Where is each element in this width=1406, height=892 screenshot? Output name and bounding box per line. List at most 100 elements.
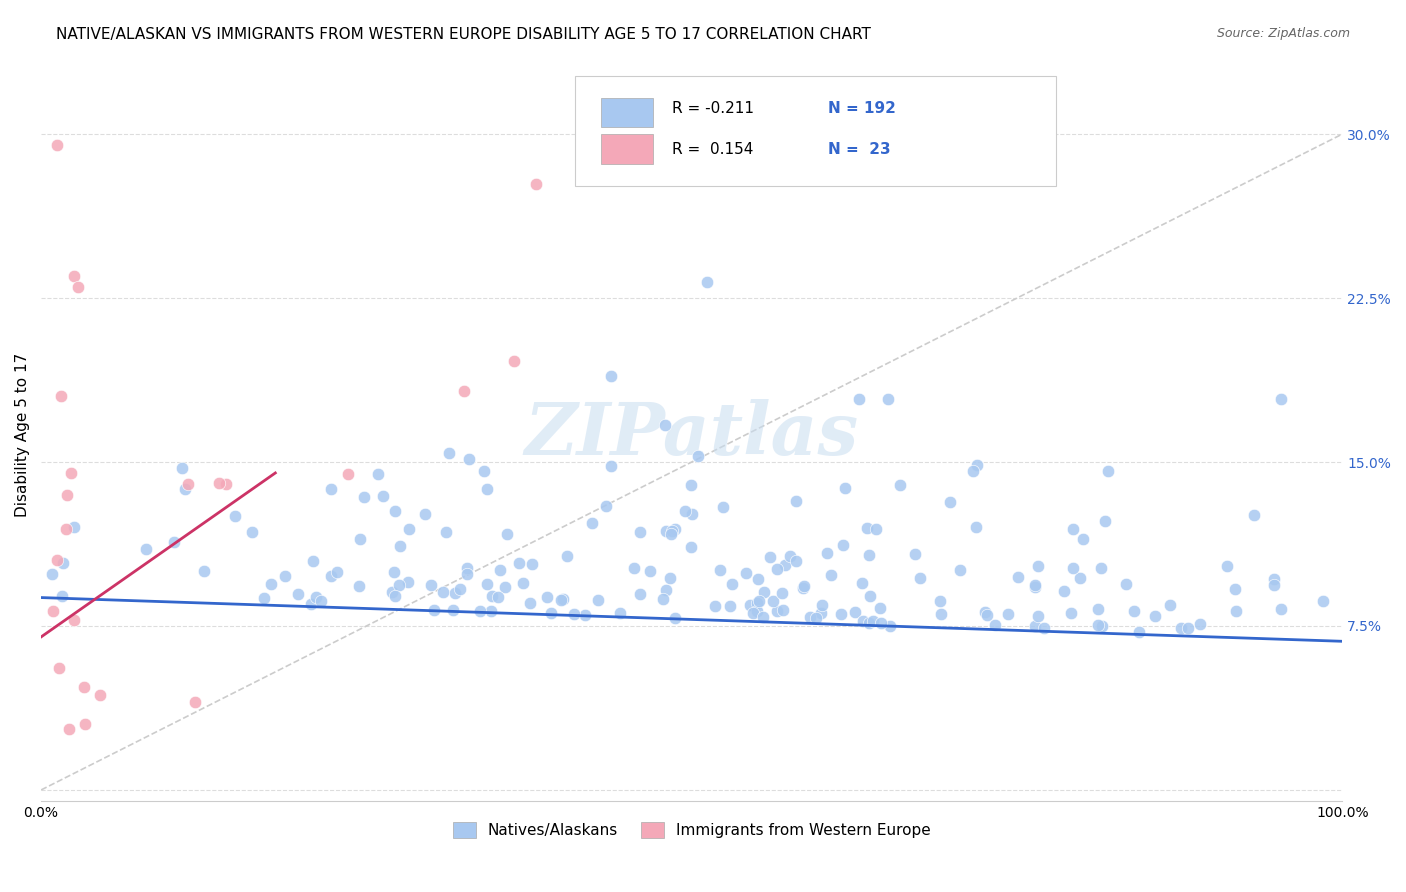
Point [336,467,359,481]
Point [652,592,675,607]
Point [600,458,623,473]
Text: Source: ZipAtlas.com: Source: ZipAtlas.com [1216,27,1350,40]
Point [856,521,879,535]
Point [208,476,231,491]
Point [481,589,503,603]
Point [815,546,838,560]
Point [413,507,436,521]
Point [718,599,741,614]
Point [628,587,651,601]
Point [1090,619,1112,633]
Point [373,489,395,503]
Point [681,507,703,521]
Point [441,603,464,617]
Point [770,586,793,600]
Point [832,538,855,552]
Point [51,589,73,603]
Point [654,417,676,432]
Point [1033,621,1056,635]
Point [1026,558,1049,573]
Point [519,596,541,610]
Point [889,477,911,491]
Point [453,384,475,399]
Point [456,560,478,574]
Point [848,392,870,406]
Point [811,599,834,613]
Point [287,587,309,601]
Point [89,689,111,703]
Point [1159,599,1181,613]
Point [384,504,406,518]
Point [183,695,205,709]
Point [260,577,283,591]
Point [349,532,371,546]
Point [1024,580,1046,594]
Point [696,275,718,289]
Point [779,549,801,563]
Point [353,490,375,504]
Point [574,608,596,623]
Point [1090,561,1112,575]
Point [745,604,768,618]
Point [58,722,80,736]
Point [367,467,389,481]
Point [1060,606,1083,620]
Point [562,607,585,622]
Point [966,458,988,472]
Point [962,464,984,478]
Point [503,354,526,368]
Point [792,581,814,595]
Point [793,579,815,593]
Point [274,569,297,583]
Point [661,527,683,541]
Point [766,604,789,618]
Point [434,524,457,539]
Point [56,488,79,502]
Point [681,478,703,492]
Point [869,601,891,615]
Point [762,594,785,608]
Point [759,549,782,564]
Point [609,607,631,621]
Point [1069,571,1091,585]
Point [858,589,880,603]
Text: N = 192: N = 192 [828,102,896,116]
Point [1062,561,1084,575]
Point [63,519,86,533]
Point [834,481,856,495]
Point [741,607,763,621]
Point [820,567,842,582]
Point [659,571,682,585]
Y-axis label: Disability Age 5 to 17: Disability Age 5 to 17 [15,352,30,516]
Point [437,446,460,460]
Point [49,389,72,403]
Point [41,604,63,618]
Point [321,482,343,496]
Point [512,575,534,590]
Text: R = -0.211: R = -0.211 [672,102,754,116]
Point [711,500,734,515]
Point [1143,608,1166,623]
Point [703,599,725,613]
Point [48,661,70,675]
Point [1094,514,1116,528]
Point [1270,392,1292,406]
Point [73,717,96,731]
Point [661,524,683,538]
FancyBboxPatch shape [600,135,652,164]
Point [555,549,578,563]
Point [240,524,263,539]
Point [844,605,866,619]
Point [326,565,349,579]
Point [785,554,807,568]
Point [904,547,927,561]
Point [851,575,873,590]
Point [475,482,498,496]
Point [536,591,558,605]
Text: R =  0.154: R = 0.154 [672,142,754,157]
Point [72,680,94,694]
Point [600,369,623,384]
Point [170,461,193,475]
Point [1128,625,1150,640]
Point [214,477,236,491]
